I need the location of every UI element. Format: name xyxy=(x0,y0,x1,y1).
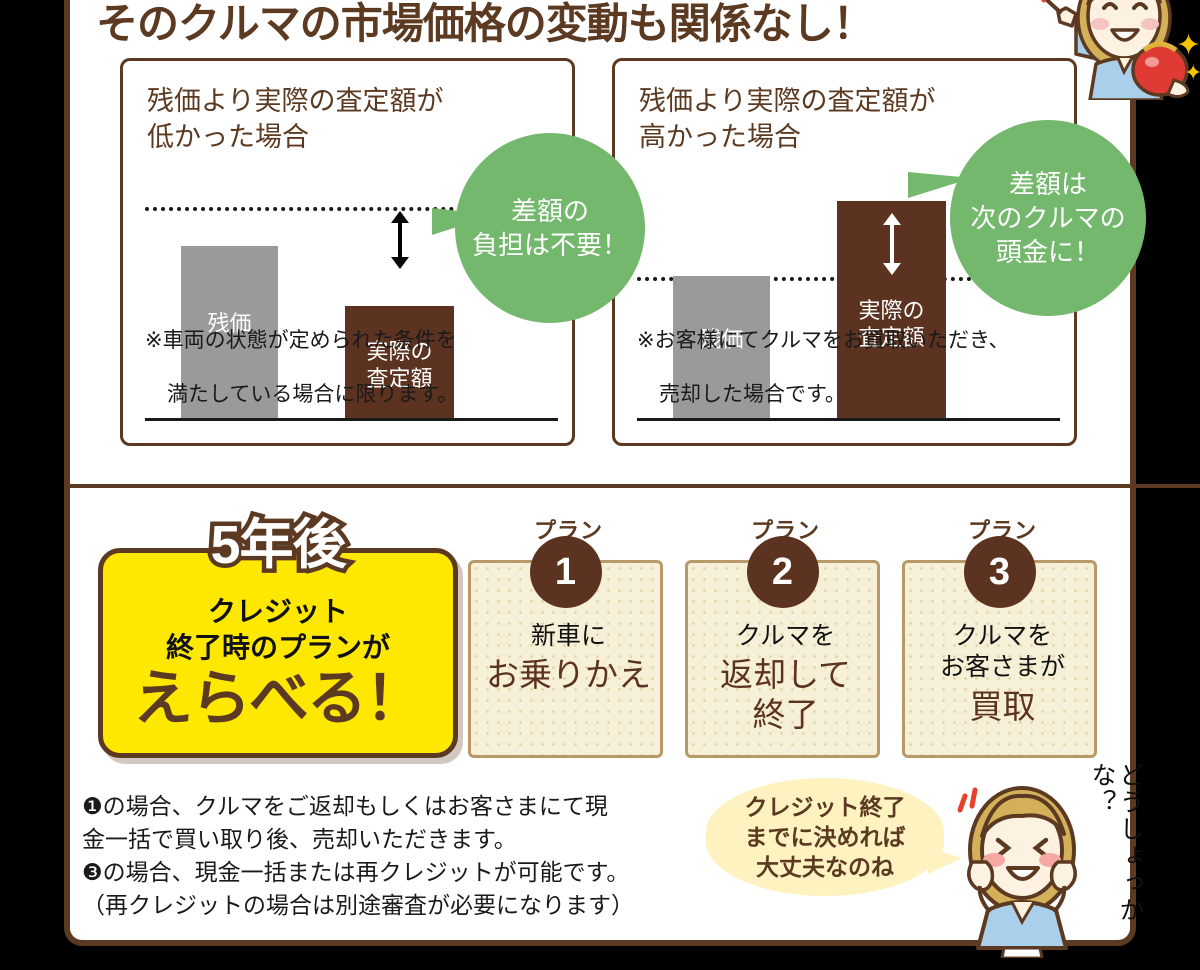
plan-subtitle: クルマを xyxy=(735,622,836,650)
choose-plan-callout: クレジット 終了時のプランが えらべる！ 5年後 xyxy=(98,511,458,758)
plan-card-2[interactable]: プラン 2 クルマを 返却して 終了 xyxy=(685,518,880,758)
bubble-no-difference-payment: 差額の 負担は不要！ xyxy=(455,133,645,323)
bar-residual-value: 残価 xyxy=(673,276,770,418)
bar-residual-value: 残価 xyxy=(181,246,278,418)
panel-heading: 残価より実際の査定額が 高かった場合 xyxy=(639,86,936,152)
bar-chart-higher: 残価 実際の 査定額 xyxy=(637,201,1060,421)
callout-credit-text: クレジット 終了時のプランが xyxy=(165,596,390,663)
panel-footnote: ※お客様にてクルマをお買取いただき、 売却した場合です。 xyxy=(637,300,1064,435)
bar-label-residual: 残価 xyxy=(207,311,252,336)
character-woman-hands-on-cheeks xyxy=(946,762,1098,960)
callout-years-badge: 5年後 xyxy=(206,511,351,580)
bottom-notes: ❶の場合、クルマをご返却もしくはお客さまにて現 金一括で買い取り後、売却いただき… xyxy=(82,790,692,922)
vertical-thought-text: どうしょっかな？ xyxy=(1088,762,1144,924)
difference-arrow-icon xyxy=(883,213,901,275)
panel-footnote: ※車両の状態が定められた条件を 満たしている場合に限ります。 xyxy=(145,300,562,435)
chart-baseline xyxy=(145,418,558,421)
footnote-line-1: ※お客様にてクルマをお買取いただき、 xyxy=(637,329,1010,352)
bar-actual-appraisal: 実際の 査定額 xyxy=(837,201,946,418)
plan-title: 返却して 終了 xyxy=(719,656,851,733)
plan-card-3[interactable]: プラン 3 クルマを お客さまが 買取 xyxy=(902,518,1097,758)
difference-arrow-icon xyxy=(391,211,409,269)
note-line-2: 金一括で買い取り後、売却いただきます。 xyxy=(82,826,517,852)
note-line-1: ❶の場合、クルマをご返却もしくはお客さまにて現 xyxy=(82,793,608,819)
speech-bubble-text: クレジット終了 までに決めれば 大丈夫なのね xyxy=(744,794,906,880)
plan-number-badge: 3 xyxy=(963,536,1036,608)
footnote-line-2: 満たしている場合に限ります。 xyxy=(167,383,459,406)
residual-reference-line xyxy=(145,207,558,211)
footnote-line-2: 売却した場合です。 xyxy=(659,383,846,406)
plan-number-badge: 2 xyxy=(746,536,819,608)
bar-chart-lower: 残価 実際の 査定額 xyxy=(145,201,558,421)
note-line-3: ❸の場合、現金一括または再クレジットが可能です。 xyxy=(82,859,630,885)
panel-heading: 残価より実際の査定額が 低かった場合 xyxy=(147,86,444,152)
plan-card-1[interactable]: プラン 1 新車に お乗りかえ xyxy=(468,518,663,758)
plan-title: 買取 xyxy=(969,688,1036,725)
plan-number-badge: 1 xyxy=(529,536,602,608)
plan-subtitle: 新車に xyxy=(530,622,606,650)
speech-bubble: クレジット終了 までに決めれば 大丈夫なのね xyxy=(706,778,944,896)
plan-title: お乗りかえ xyxy=(486,656,651,693)
section-divider xyxy=(64,484,1200,488)
bubble-difference-as-downpayment: 差額は 次のクルマの 頭金に！ xyxy=(950,120,1146,316)
callout-box xyxy=(98,548,458,758)
sparkle-icon: ✦ xyxy=(1184,60,1200,85)
bar-label-actual: 実際の 査定額 xyxy=(366,339,433,391)
sparkle-icon: ✦ xyxy=(1176,29,1200,62)
bar-actual-appraisal: 実際の 査定額 xyxy=(345,306,454,418)
character-woman-with-purse: ✦ ✦ xyxy=(1024,0,1200,102)
bar-label-actual: 実際の 査定額 xyxy=(858,298,925,350)
plan-subtitle: クルマを お客さまが xyxy=(939,622,1065,681)
note-line-4: （再クレジットの場合は別途審査が必要になります） xyxy=(82,892,634,918)
panel-lower-appraisal: 残価より実際の査定額が 低かった場合 残価 実際の 査定額 ※車両の状態が定めら… xyxy=(120,58,575,446)
panel-higher-appraisal: 残価より実際の査定額が 高かった場合 残価 実際の 査定額 ※お客様にてクルマを… xyxy=(612,58,1077,446)
chart-baseline xyxy=(637,418,1060,421)
callout-choose-text: えらべる！ xyxy=(133,665,425,732)
bar-label-residual: 残価 xyxy=(699,327,744,352)
page-title: そのクルマの市場価格の変動も関係なし！ xyxy=(96,0,875,47)
footnote-line-1: ※車両の状態が定められた条件を xyxy=(145,329,457,352)
